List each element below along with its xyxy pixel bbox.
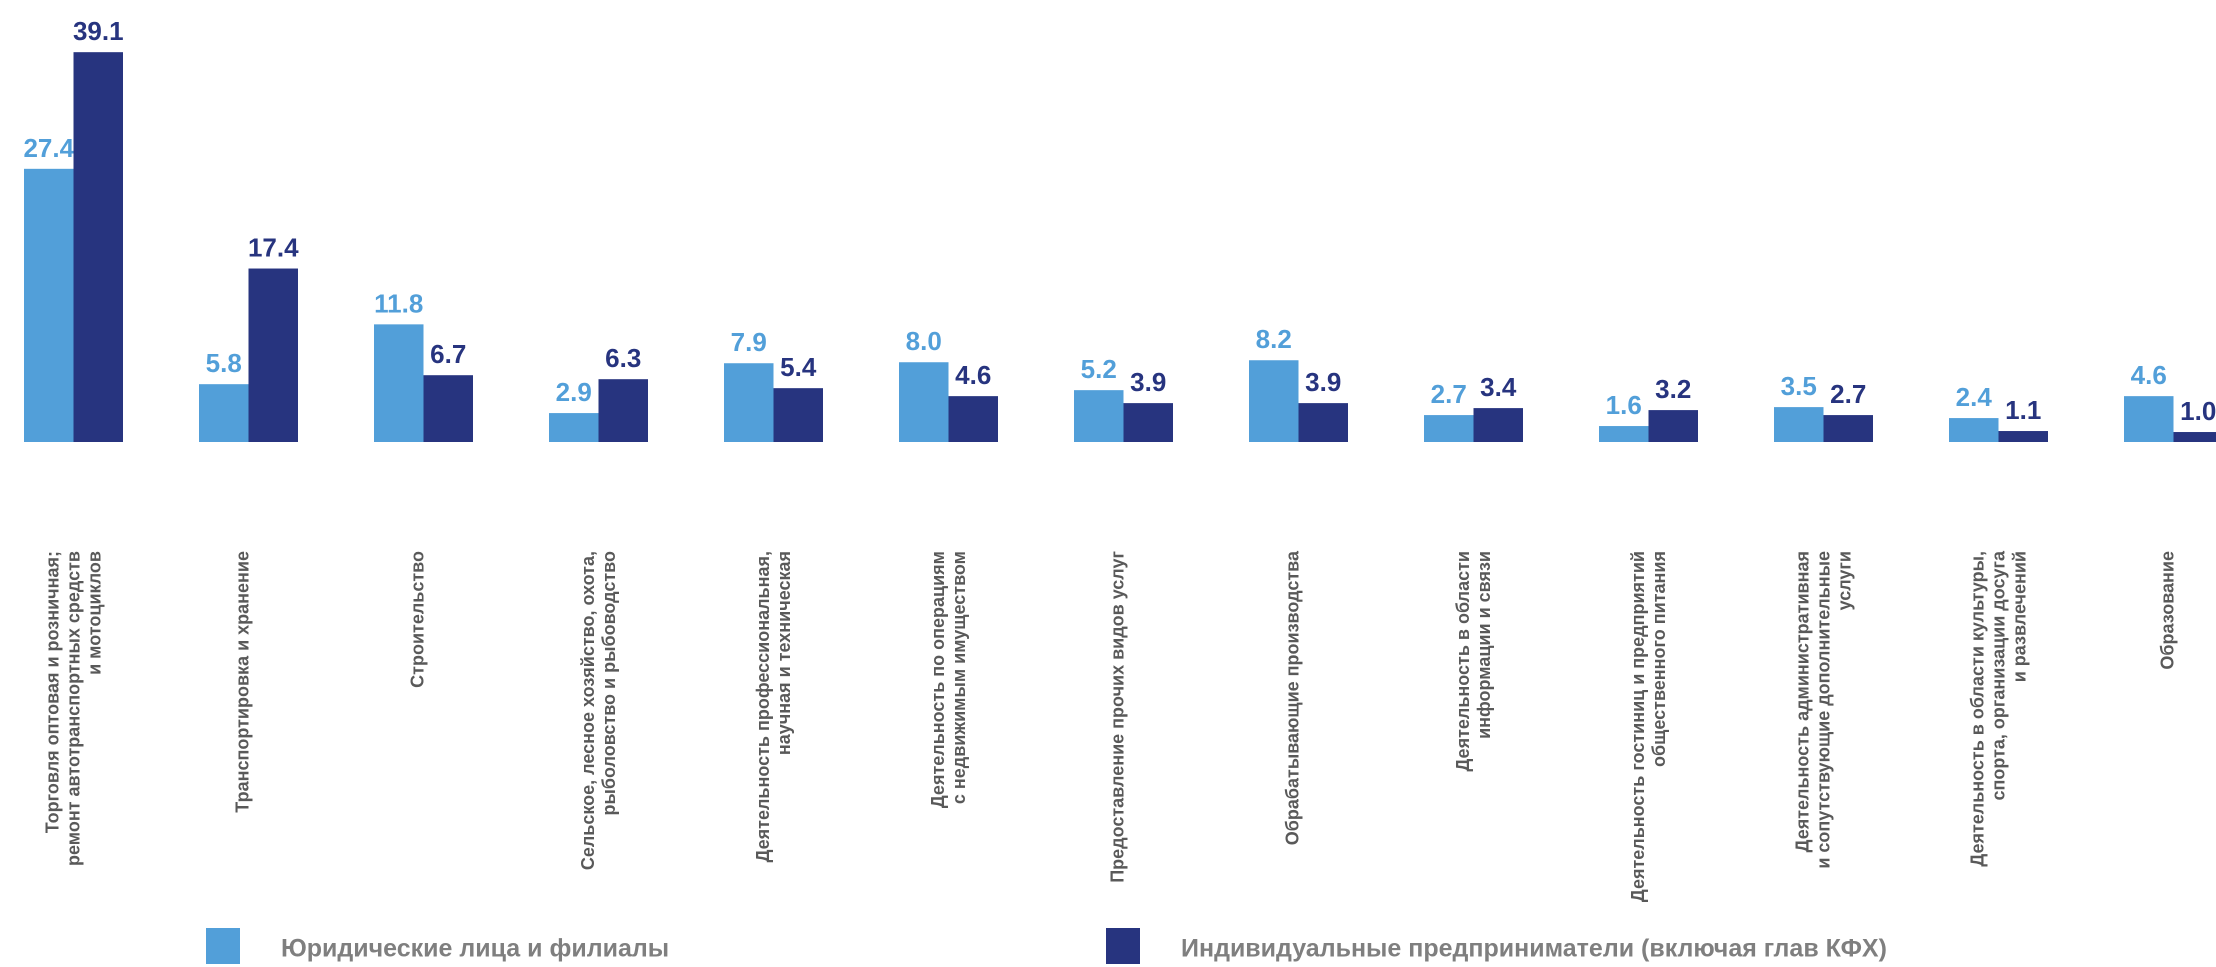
value-label: 1.6 — [1606, 390, 1642, 420]
value-label: 1.0 — [2180, 396, 2216, 426]
category-label: Деятельность по операциямс недвижимым им… — [928, 551, 969, 808]
value-label: 6.3 — [605, 343, 641, 373]
category-label: Деятельность в областиинформации и связи — [1453, 551, 1494, 771]
bar — [1648, 410, 1698, 442]
bar — [1949, 418, 1999, 442]
category-label: Сельское, лесное хозяйство, охота,рыболо… — [578, 551, 619, 870]
category-label: Деятельность гостиниц и предприятийобщес… — [1628, 551, 1669, 902]
bar — [248, 268, 298, 442]
value-label: 2.7 — [1431, 379, 1467, 409]
bar — [549, 413, 599, 442]
value-label: 11.8 — [374, 288, 423, 318]
value-label: 1.1 — [2005, 395, 2041, 425]
value-label: 2.9 — [556, 377, 592, 407]
category-label: Деятельность административнаяи сопутству… — [1793, 551, 1855, 869]
value-label: 3.2 — [1655, 374, 1691, 404]
value-label: 8.0 — [906, 326, 942, 356]
value-label: 17.4 — [248, 233, 299, 263]
value-label: 27.4 — [23, 133, 74, 163]
category-label: Строительство — [408, 551, 428, 688]
bar — [1424, 415, 1474, 442]
category-label: Деятельность профессиональная,научная и … — [753, 551, 794, 862]
value-label: 5.2 — [1081, 354, 1117, 384]
value-label: 3.9 — [1130, 367, 1166, 397]
legend-swatch — [1106, 928, 1140, 964]
value-label: 39.1 — [73, 16, 124, 46]
category-label: Торговля оптовая и розничная;ремонт авто… — [43, 551, 105, 866]
bar — [899, 362, 949, 442]
bar — [1823, 415, 1873, 442]
bar — [1774, 407, 1824, 442]
bar — [598, 379, 648, 442]
category-label: Образование — [2158, 551, 2178, 670]
bar — [1074, 390, 1124, 442]
legend-swatch — [206, 928, 240, 964]
bar — [1998, 431, 2048, 442]
value-label: 4.6 — [955, 360, 991, 390]
legend-label: Юридические лица и филиалы — [281, 935, 669, 963]
bar — [724, 363, 774, 442]
bar — [374, 324, 424, 442]
bar — [773, 388, 823, 442]
bar — [1298, 403, 1348, 442]
legend-label: Индивидуальные предприниматели (включая … — [1181, 935, 1887, 963]
bar — [948, 396, 998, 442]
category-label: Предоставление прочих видов услуг — [1108, 551, 1128, 883]
value-label: 3.5 — [1781, 371, 1817, 401]
bar — [2173, 432, 2216, 442]
bar — [423, 375, 473, 442]
category-label: Обрабатывающие производства — [1283, 550, 1303, 845]
bar — [1249, 360, 1299, 442]
bar — [199, 384, 249, 442]
value-label: 2.7 — [1830, 379, 1866, 409]
category-label: Деятельность в области культуры,спорта, … — [1968, 550, 2030, 867]
bar — [24, 168, 74, 442]
bar — [1599, 426, 1649, 442]
value-label: 6.7 — [430, 339, 466, 369]
value-label: 5.4 — [780, 352, 817, 382]
value-label: 2.4 — [1956, 382, 1993, 412]
category-label: Транспортировка и хранение — [233, 551, 253, 813]
value-label: 5.8 — [206, 348, 242, 378]
bar — [2124, 396, 2174, 442]
bar — [1123, 403, 1173, 442]
value-label: 8.2 — [1256, 324, 1292, 354]
bar — [1473, 408, 1523, 442]
bar — [73, 52, 123, 442]
value-label: 7.9 — [731, 327, 767, 357]
value-label: 3.4 — [1480, 372, 1517, 402]
value-label: 4.6 — [2131, 360, 2167, 390]
value-label: 3.9 — [1305, 367, 1341, 397]
